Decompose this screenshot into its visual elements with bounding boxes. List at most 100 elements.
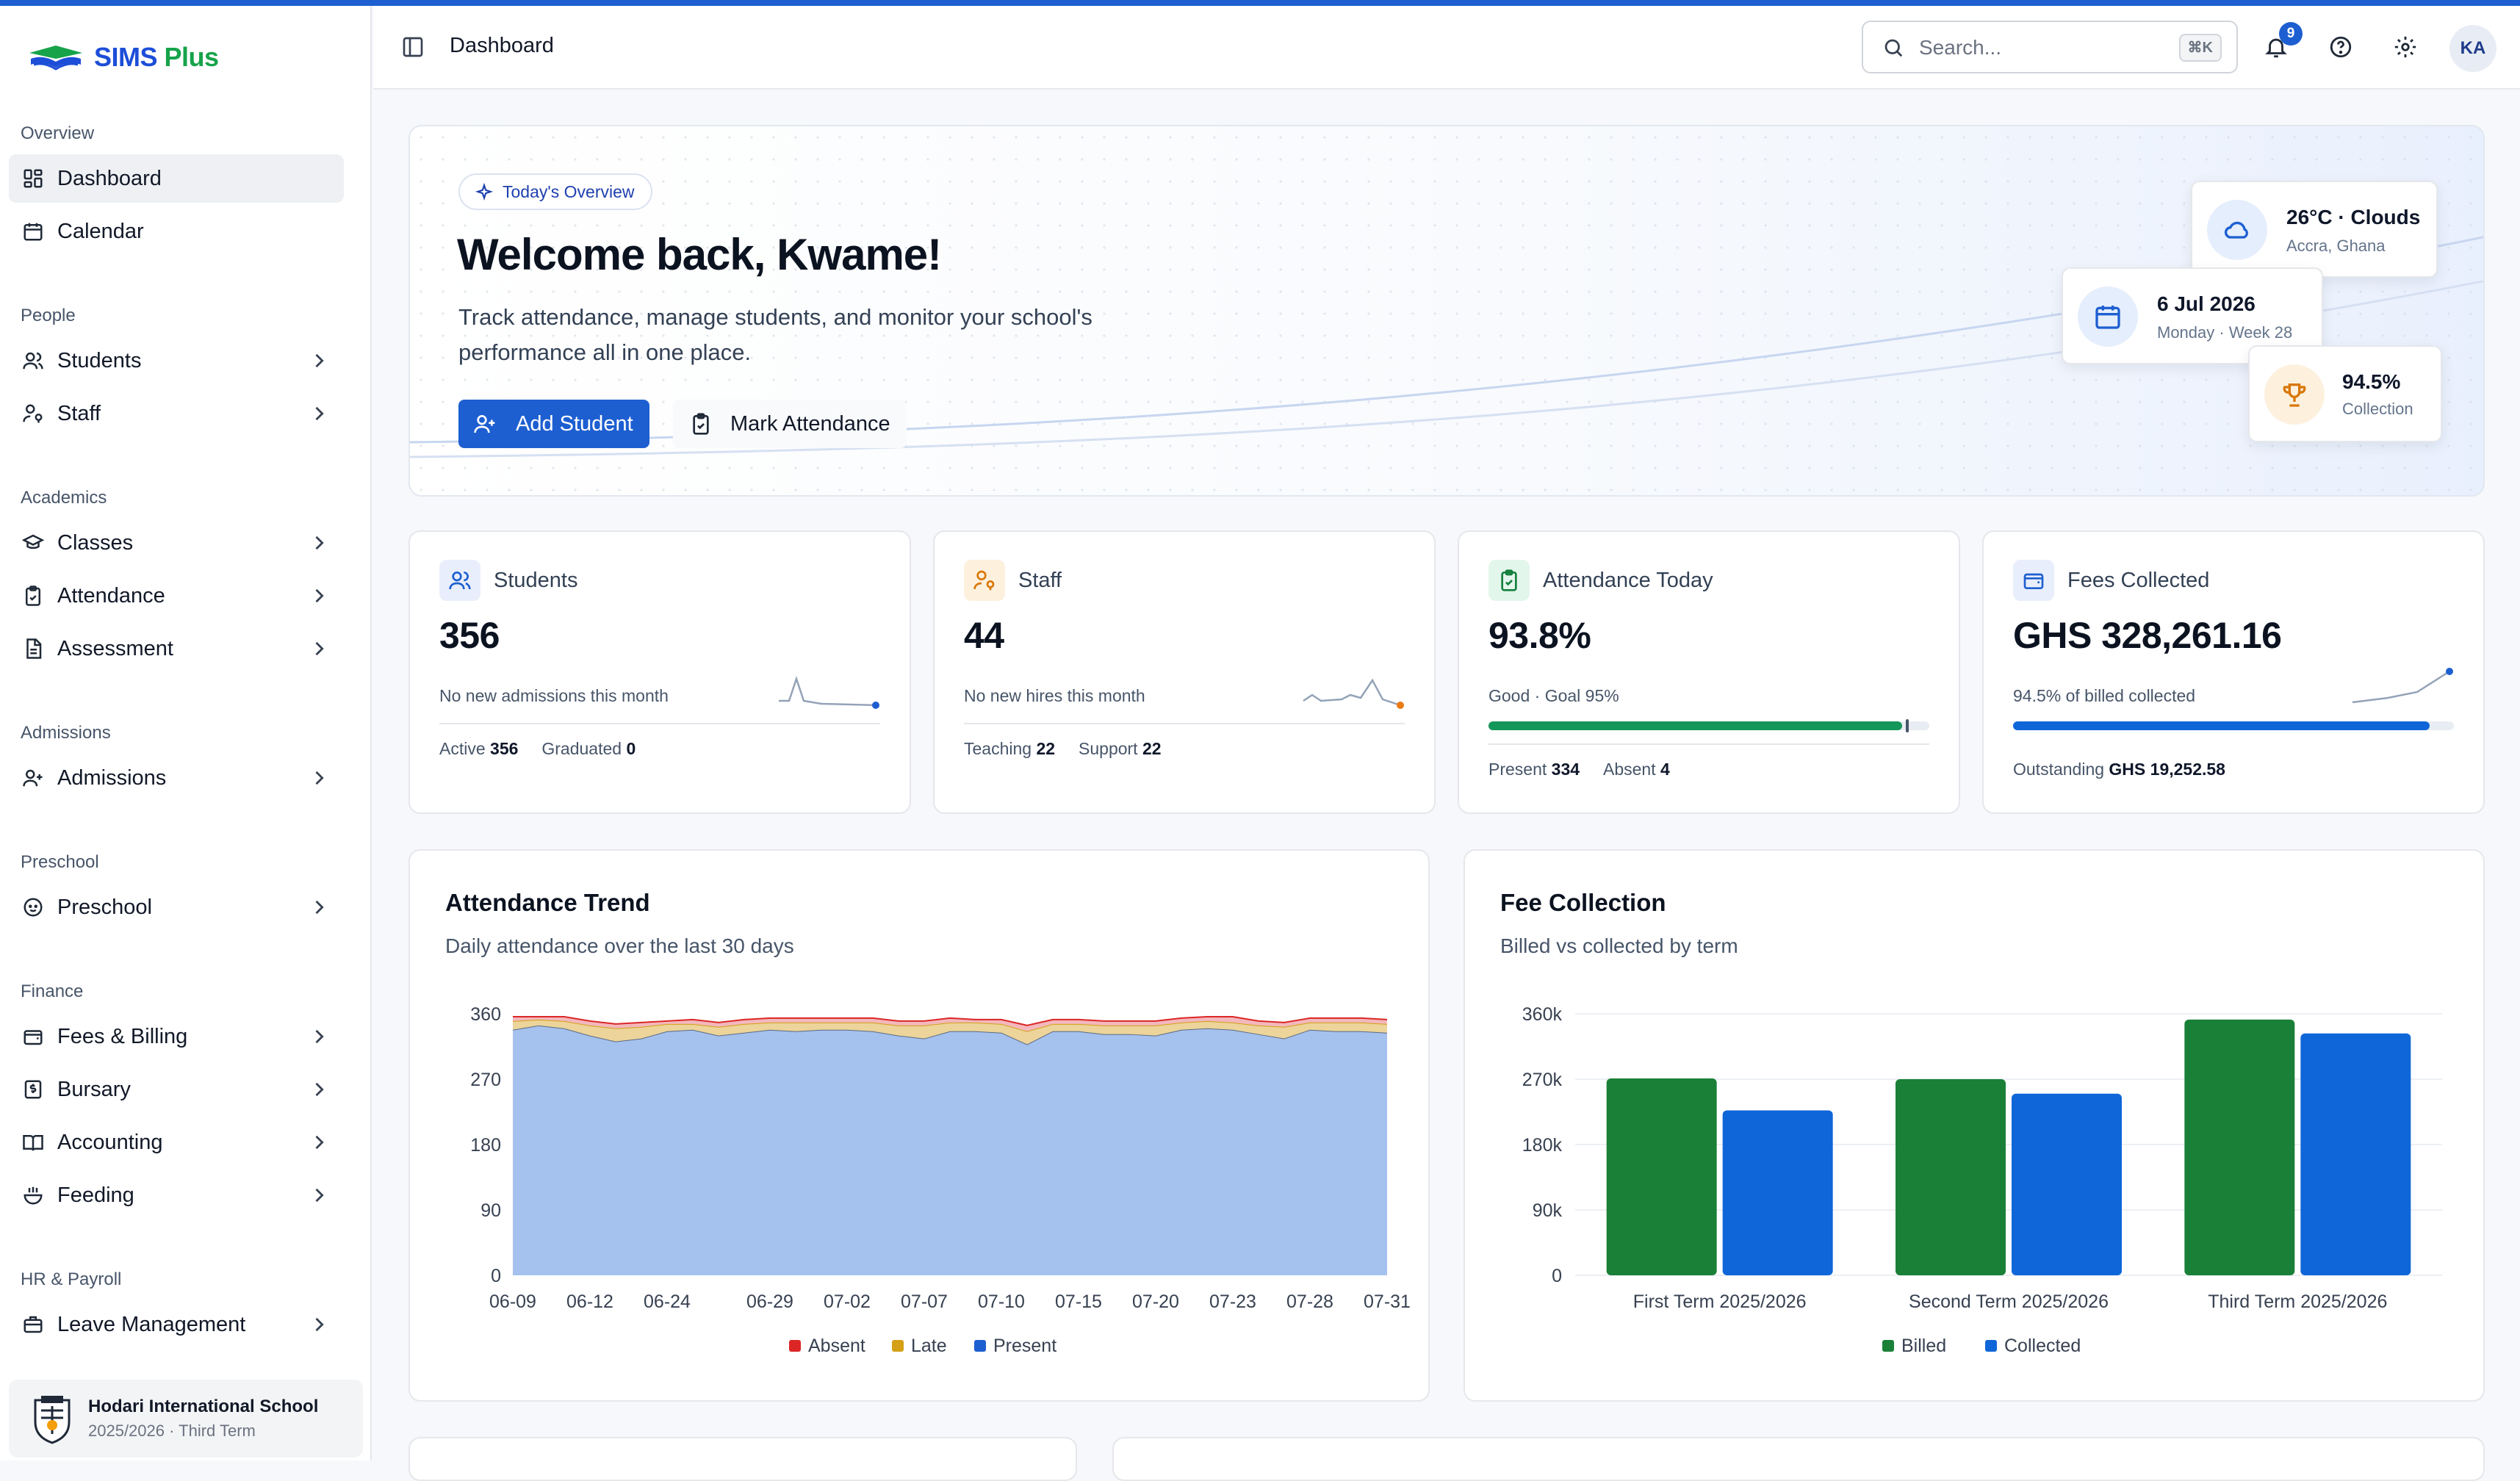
sparkle-icon <box>475 183 494 201</box>
x-tick-label: 07-31 <box>1364 1291 1411 1312</box>
pill-label: Today's Overview <box>503 182 635 201</box>
clipboard-check-icon <box>26 585 40 606</box>
calendar-icon <box>2095 306 2120 329</box>
school-switcher[interactable]: Hodari International School 2025/2026 · … <box>9 1380 363 1457</box>
collection-card: 94.5% Collection <box>2248 345 2442 442</box>
settings-button[interactable] <box>2385 26 2426 68</box>
sidebar-item-preschool[interactable]: Preschool <box>9 883 344 932</box>
x-tick-label: 06-29 <box>746 1291 793 1312</box>
top-header: Dashboard Search... ⌘K 9 KA <box>373 6 2520 90</box>
staff-sparkline <box>1303 678 1404 709</box>
weather-icon-circle <box>2207 200 2267 260</box>
sidebar-item-calendar[interactable]: Calendar <box>9 207 344 256</box>
x-tick-label: Second Term 2025/2026 <box>1909 1291 2109 1312</box>
sidebar-item-staff[interactable]: Staff <box>9 389 344 438</box>
y-tick-label: 360 <box>470 1004 501 1025</box>
sidebar-item-fees-billing[interactable]: Fees & Billing <box>9 1012 344 1061</box>
sidebar-item-admissions[interactable]: Admissions <box>9 754 344 802</box>
x-tick-label: 06-09 <box>489 1291 536 1312</box>
current-weekday: Monday · Week 28 <box>2157 323 2293 342</box>
y-tick-label: 360k <box>1522 1004 1563 1025</box>
goal-marker <box>1906 719 1909 732</box>
clipboard-check-icon <box>1501 569 1517 591</box>
bar-billed <box>1606 1078 1717 1275</box>
sidebar-item-classes[interactable]: Classes <box>9 519 344 567</box>
stat-note: 94.5% of billed collected <box>2013 686 2196 705</box>
nav-heading: HR & Payroll <box>21 1269 122 1289</box>
sidebar-item-accounting[interactable]: Accounting <box>9 1118 344 1167</box>
user-key-icon <box>973 570 995 591</box>
sidebar-item-dashboard[interactable]: Dashboard <box>9 154 344 203</box>
wallet-icon <box>2023 573 2044 589</box>
area-series-present <box>513 1025 1387 1275</box>
bar-billed <box>2184 1019 2295 1275</box>
stat-card-attendance[interactable]: Attendance Today 93.8% Good · Goal 95% P… <box>1458 530 1960 814</box>
stat-value: 44 <box>964 615 1004 656</box>
stat-footer: Active 356 Graduated 0 <box>439 739 636 759</box>
bar-collected <box>2012 1093 2122 1275</box>
sidebar-toggle-icon[interactable] <box>401 35 425 59</box>
chevron-right-icon <box>315 771 324 785</box>
sidebar-item-students[interactable]: Students <box>9 336 344 385</box>
footer-label: Graduated <box>541 739 622 758</box>
sidebar-item-label: Attendance <box>57 583 165 608</box>
button-label: Mark Attendance <box>730 412 890 436</box>
bar-collected <box>1722 1110 1833 1275</box>
x-tick-label: 06-12 <box>566 1291 613 1312</box>
users-icon <box>449 572 471 590</box>
shortcut-badge: ⌘K <box>2178 34 2222 62</box>
receipt-dollar-icon <box>24 1080 42 1099</box>
bell-icon <box>2265 38 2287 58</box>
notifications-button[interactable]: 9 <box>2256 22 2303 68</box>
briefcase-icon <box>24 1316 43 1333</box>
welcome-subtitle: Track attendance, manage students, and m… <box>458 304 1092 365</box>
line-series-absent <box>513 1015 1388 1026</box>
sidebar-item-assessment[interactable]: Assessment <box>9 624 344 673</box>
stat-card-students[interactable]: Students 356 No new admissions this mont… <box>408 530 911 814</box>
staff-icon-box <box>964 560 1005 601</box>
welcome-hero: Today's Overview Welcome back, Kwame! Tr… <box>408 125 2485 497</box>
date-card: 6 Jul 2026 Monday · Week 28 <box>2062 267 2323 364</box>
attendance-trend-panel: Attendance Trend Daily attendance over t… <box>408 849 1430 1402</box>
panel-title: Fee Collection <box>1500 889 1666 916</box>
grid-icon <box>24 169 43 188</box>
chevron-right-icon <box>315 536 324 550</box>
add-student-button[interactable]: Add Student <box>458 400 649 448</box>
mark-attendance-button[interactable]: Mark Attendance <box>673 400 907 448</box>
x-tick-label: 07-28 <box>1286 1291 1333 1312</box>
attendance-area-chart[interactable]: 0 90 180 270 360 06-09 06-12 06-24 06-29 07-02 07-… <box>410 851 1431 1403</box>
stat-card-fees[interactable]: Fees Collected GHS 328,261.16 94.5% of b… <box>1982 530 2485 814</box>
footer-label: Outstanding <box>2013 760 2105 779</box>
help-button[interactable] <box>2320 26 2361 68</box>
user-avatar[interactable]: KA <box>2449 25 2496 72</box>
chevron-right-icon <box>315 406 324 421</box>
divider <box>964 723 1405 724</box>
brand-logo[interactable]: SIMS Plus <box>28 34 219 81</box>
fee-bar-chart[interactable]: 0 90k 180k 270k 360k First Term 2025/2026 Seco… <box>1465 851 2486 1403</box>
nav-group-preschool: Preschool Preschool <box>0 848 372 932</box>
sidebar-item-attendance[interactable]: Attendance <box>9 572 344 620</box>
welcome-title: Welcome back, Kwame! <box>457 230 942 279</box>
divider <box>439 723 880 724</box>
bottom-card-right <box>1112 1437 2485 1481</box>
users-icon <box>23 352 43 370</box>
stat-footer: Present 334 Absent 4 <box>1488 760 1670 779</box>
sidebar-item-label: Classes <box>57 530 134 555</box>
graduation-cap-icon <box>22 534 44 549</box>
footer-value: 0 <box>626 739 636 758</box>
sidebar-item-bursary[interactable]: Bursary <box>9 1065 344 1114</box>
sidebar-item-label: Bursary <box>57 1077 131 1101</box>
sidebar: SIMS Plus Overview Dashboard Calendar Pe… <box>0 6 372 1460</box>
sidebar-item-leave-management[interactable]: Leave Management <box>9 1300 344 1349</box>
sidebar-item-feeding[interactable]: Feeding <box>9 1171 344 1219</box>
document-icon <box>26 638 42 659</box>
attendance-icon-box <box>1488 560 1530 601</box>
notification-count-badge: 9 <box>2279 22 2303 46</box>
stat-label: Attendance Today <box>1543 569 1713 592</box>
sidebar-item-label: Preschool <box>57 895 152 919</box>
stat-label: Students <box>494 569 578 592</box>
school-crest-icon <box>34 1396 71 1444</box>
footer-label: Teaching <box>964 739 1032 758</box>
search-input[interactable]: Search... ⌘K <box>1862 21 2238 73</box>
stat-card-staff[interactable]: Staff 44 No new hires this month Teachin… <box>933 530 1436 814</box>
